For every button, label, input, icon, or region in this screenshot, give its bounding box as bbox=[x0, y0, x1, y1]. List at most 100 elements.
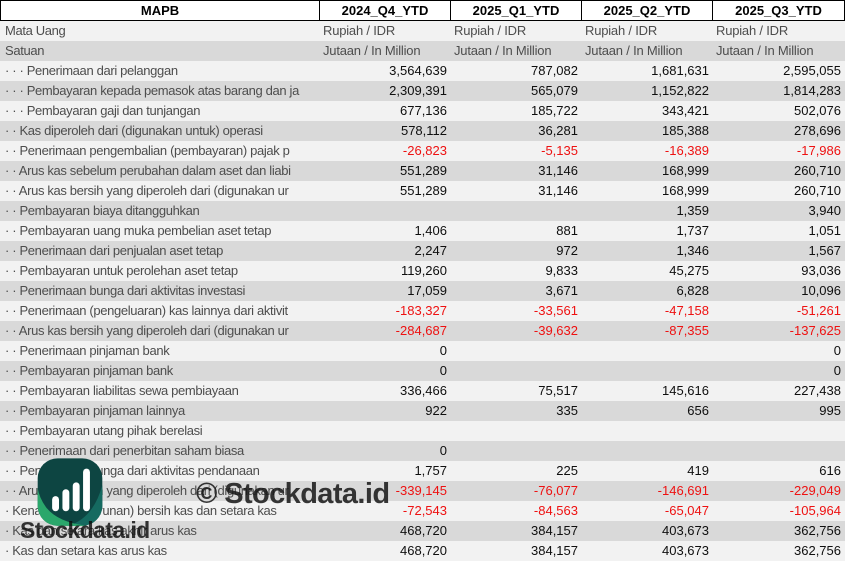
table-row: · Kas dan setara kas akhir arus kas 468,7… bbox=[0, 521, 845, 541]
cell-value: 0 bbox=[833, 363, 841, 378]
cell-value: 185,388 bbox=[662, 123, 709, 138]
header-cell-2025-q1: 2025_Q1_YTD bbox=[451, 0, 582, 21]
cell-value: 6,828 bbox=[676, 283, 709, 298]
cell-value: -26,823 bbox=[402, 143, 447, 158]
cell-value: 1,051 bbox=[808, 223, 841, 238]
cell-value: 0 bbox=[833, 343, 841, 358]
cell-value bbox=[320, 201, 451, 221]
cell-value: 168,999 bbox=[662, 183, 709, 198]
cell-value: 17,059 bbox=[407, 283, 447, 298]
cell-value: 1,737 bbox=[676, 223, 709, 238]
cell-value: 578,112 bbox=[400, 123, 447, 138]
cell-value: 362,756 bbox=[794, 523, 841, 538]
cell-value: 1,359 bbox=[676, 203, 709, 218]
row-label: · · Pembayaran pinjaman lainnya bbox=[5, 403, 185, 418]
header-cell-2025-q2: 2025_Q2_YTD bbox=[582, 0, 713, 21]
table-row: · · Penerimaan (pengeluaran) kas lainnya… bbox=[0, 301, 845, 321]
row-label: · · Penerimaan dari penjualan aset tetap bbox=[5, 243, 223, 258]
cell-value: 1,814,283 bbox=[783, 83, 841, 98]
row-label: · Kas dan setara kas arus kas bbox=[5, 543, 167, 558]
cell-value: -51,261 bbox=[796, 303, 841, 318]
cell-value bbox=[451, 421, 582, 441]
cell-value bbox=[582, 441, 713, 461]
cell-value: 1,681,631 bbox=[651, 63, 709, 78]
cell-value: 278,696 bbox=[794, 123, 841, 138]
cell-value bbox=[451, 341, 582, 361]
table-row: · · · Penerimaan dari pelanggan 3,564,639… bbox=[0, 61, 845, 81]
row-label: · · Arus kas sebelum perubahan dalam ase… bbox=[5, 163, 291, 178]
cell-value bbox=[582, 341, 713, 361]
cell-value bbox=[451, 441, 582, 461]
cell-value: 0 bbox=[439, 343, 447, 358]
cell-value: 9,833 bbox=[545, 263, 578, 278]
cell-value: 225 bbox=[556, 463, 578, 478]
cell-value: 1,567 bbox=[808, 243, 841, 258]
cell-value: 145,616 bbox=[662, 383, 709, 398]
cell-value: 551,289 bbox=[400, 183, 447, 198]
cell-value: -137,625 bbox=[789, 323, 841, 338]
table-row: · · Penerimaan bunga dari aktivitas inve… bbox=[0, 281, 845, 301]
cell-value: 75,517 bbox=[538, 383, 578, 398]
table-row: · · Pembayaran untuk perolehan aset teta… bbox=[0, 261, 845, 281]
cell-value: Rupiah / IDR bbox=[585, 23, 658, 38]
cell-value bbox=[582, 361, 713, 381]
cell-value: -39,632 bbox=[533, 323, 578, 338]
row-label: · · · Penerimaan dari pelanggan bbox=[5, 63, 178, 78]
cell-value: -284,687 bbox=[395, 323, 447, 338]
row-label: · Kas dan setara kas akhir arus kas bbox=[5, 523, 197, 538]
cell-value bbox=[713, 441, 845, 461]
cell-value: 36,281 bbox=[538, 123, 578, 138]
cell-value: -146,691 bbox=[657, 483, 709, 498]
table-row: · · Pembayaran pinjaman lainnya 922 335 656… bbox=[0, 401, 845, 421]
cell-value: -5,135 bbox=[541, 143, 578, 158]
cell-value: 3,564,639 bbox=[389, 63, 447, 78]
cell-value: -76,077 bbox=[533, 483, 578, 498]
cell-value: 972 bbox=[556, 243, 578, 258]
cell-value: -105,964 bbox=[789, 503, 841, 518]
cell-value: -16,389 bbox=[664, 143, 709, 158]
table-row: · · · Pembayaran kepada pemasok atas bar… bbox=[0, 81, 845, 101]
table-header: MAPB 2024_Q4_YTD 2025_Q1_YTD 2025_Q2_YTD… bbox=[0, 0, 845, 21]
cell-value: 565,079 bbox=[531, 83, 578, 98]
cell-value: 2,309,391 bbox=[389, 83, 447, 98]
cell-value: 10,096 bbox=[801, 283, 841, 298]
cell-value: -339,145 bbox=[395, 483, 447, 498]
cell-value: 362,756 bbox=[794, 543, 841, 558]
cell-value: 3,671 bbox=[545, 283, 578, 298]
cell-value: 995 bbox=[819, 403, 841, 418]
row-label: · · Arus kas bersih yang diperoleh dari … bbox=[5, 323, 289, 338]
cell-value: 119,260 bbox=[400, 263, 447, 278]
watermark-brand-text: Stockdata.id bbox=[20, 517, 150, 543]
cell-value: 1,346 bbox=[676, 243, 709, 258]
row-label: · · Penerimaan dari penerbitan saham bia… bbox=[5, 443, 244, 458]
cell-value: 384,157 bbox=[531, 523, 578, 538]
cell-value: 3,940 bbox=[808, 203, 841, 218]
header-cell-2025-q3: 2025_Q3_YTD bbox=[713, 0, 845, 21]
cell-value: 185,722 bbox=[531, 103, 578, 118]
cell-value: 922 bbox=[425, 403, 447, 418]
table-row: · · Arus kas bersih yang diperoleh dari … bbox=[0, 181, 845, 201]
cell-value: 1,152,822 bbox=[651, 83, 709, 98]
cell-value: Jutaan / In Million bbox=[716, 43, 814, 58]
row-label: · · Penerimaan bunga dari aktivitas inve… bbox=[5, 283, 246, 298]
cell-value: 227,438 bbox=[794, 383, 841, 398]
table-row: · · Arus kas bersih yang diperoleh dari … bbox=[0, 321, 845, 341]
cell-value: -183,327 bbox=[395, 303, 447, 318]
cell-value: 787,082 bbox=[531, 63, 578, 78]
cell-value: 1,757 bbox=[414, 463, 447, 478]
header-cell-mapb: MAPB bbox=[0, 0, 320, 21]
table-row: · · Pembayaran liabilitas sewa pembiayaa… bbox=[0, 381, 845, 401]
row-label: · · Pembayaran biaya ditangguhkan bbox=[5, 203, 200, 218]
table-row: · · Pembayaran utang pihak berelasi bbox=[0, 421, 845, 441]
cell-value: 45,275 bbox=[669, 263, 709, 278]
row-label: Mata Uang bbox=[5, 23, 66, 38]
cell-value bbox=[713, 421, 845, 441]
table-row: Mata Uang Rupiah / IDR Rupiah / IDR Rupiah … bbox=[0, 21, 845, 41]
cell-value: 2,595,055 bbox=[783, 63, 841, 78]
cell-value bbox=[451, 201, 582, 221]
table-row: · · Kas diperoleh dari (digunakan untuk)… bbox=[0, 121, 845, 141]
table-row: · · Pembayaran pinjaman bank 0 0 bbox=[0, 361, 845, 381]
cell-value: 31,146 bbox=[538, 183, 578, 198]
row-label: · · Kas diperoleh dari (digunakan untuk)… bbox=[5, 123, 263, 138]
